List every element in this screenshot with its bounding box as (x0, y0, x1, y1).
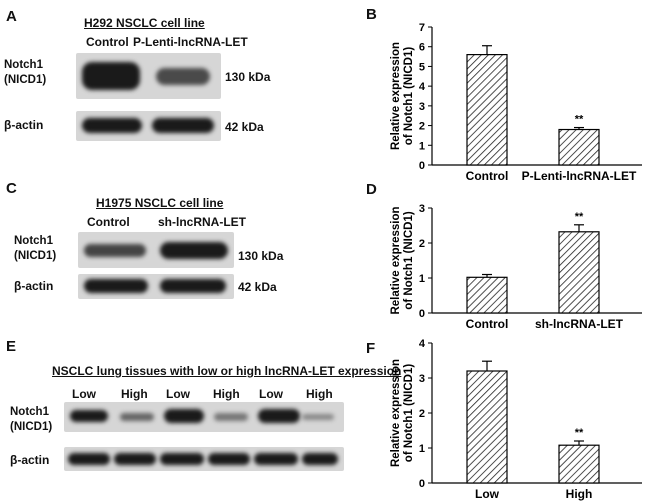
bar (558, 231, 600, 314)
size-label: 130 kDa (225, 70, 271, 84)
y-tick-label: 3 (419, 203, 425, 215)
western-blot-strip (78, 274, 234, 299)
protein-label: Notch1 (NICD1) (14, 235, 57, 262)
y-tick-label: 0 (419, 160, 425, 172)
western-blot-strip (64, 447, 344, 471)
blot-title-e: NSCLC lung tissues with low or high lncR… (52, 364, 402, 378)
protein-label: β-actin (4, 118, 44, 132)
lane-label: sh-lncRNA-LET (158, 215, 246, 229)
panel-letter-c: C (6, 180, 17, 197)
category-label: P-Lenti-lncRNA-LET (522, 169, 637, 183)
bar (466, 53, 508, 166)
y-tick-label: 1 (419, 140, 425, 152)
size-label: 42 kDa (225, 120, 264, 134)
western-blot-strip (76, 111, 221, 141)
y-tick-label: 4 (419, 81, 426, 93)
y-tick-label: 6 (419, 42, 425, 54)
y-tick-label: 3 (419, 101, 425, 113)
blot-title-a: H292 NSCLC cell line (84, 16, 205, 30)
significance-label: ** (575, 211, 584, 223)
y-axis-label: of Notch1 (NICD1) (403, 364, 415, 463)
category-label: sh-lncRNA-LET (535, 317, 624, 331)
protein-label: β-actin (10, 453, 50, 467)
size-label: 42 kDa (238, 280, 277, 294)
panel-letter-f: F (366, 340, 376, 357)
category-label: Control (466, 169, 509, 183)
panel-letter-d: D (366, 181, 377, 198)
bar (466, 276, 508, 314)
y-tick-label: 1 (419, 273, 425, 285)
protein-label: Notch1 (NICD1) (4, 59, 47, 86)
western-blot-strip (64, 402, 344, 432)
lane-label: Control (86, 35, 129, 49)
y-tick-label: 5 (419, 61, 425, 73)
protein-label: β-actin (14, 279, 54, 293)
size-label: 130 kDa (238, 249, 284, 263)
lane-label: Low (166, 387, 190, 401)
significance-label: ** (575, 114, 584, 126)
western-blot-strip (78, 232, 234, 268)
y-axis-label: Relative expression (390, 206, 402, 314)
y-tick-label: 2 (419, 238, 425, 250)
y-tick-label: 2 (419, 121, 425, 133)
lane-label: Control (87, 215, 130, 229)
y-tick-label: 2 (419, 408, 425, 420)
y-axis-label: of Notch1 (NICD1) (403, 211, 415, 310)
y-tick-label: 1 (419, 443, 425, 455)
y-tick-label: 4 (419, 338, 426, 350)
bar-chart-b: 0 1 2 3 4 5 6 7 Relative expression of Notch1 (NI… (390, 22, 642, 183)
panel-letter-e: E (6, 338, 17, 355)
y-tick-label: 0 (419, 308, 425, 320)
bar-chart-f: 0 1 2 3 4 Relative expression of Notch1 (NICD1… (390, 338, 642, 501)
lane-label: Low (259, 387, 283, 401)
bar (558, 128, 600, 166)
y-axis-label: Relative expression (390, 42, 402, 150)
lane-label: High (213, 387, 240, 401)
bar (466, 370, 508, 484)
lane-label: Low (72, 387, 96, 401)
y-tick-label: 3 (419, 373, 425, 385)
y-tick-label: 0 (419, 478, 425, 490)
category-label: Control (466, 317, 509, 331)
y-axis-label: of Notch1 (NICD1) (403, 47, 415, 146)
western-blot-strip (76, 53, 221, 99)
y-axis-label: Relative expression (390, 359, 402, 467)
y-tick-label: 7 (419, 22, 425, 34)
lane-label: P-Lenti-lncRNA-LET (133, 35, 248, 49)
blot-title-c: H1975 NSCLC cell line (96, 196, 224, 210)
bar-chart-d: 0 1 2 3 Relative expression of Notch1 (NICD1)… (390, 203, 642, 331)
bar (558, 444, 600, 484)
significance-label: ** (575, 427, 584, 439)
category-label: High (566, 487, 593, 501)
lane-label: High (121, 387, 148, 401)
lane-label: High (306, 387, 333, 401)
protein-label: Notch1 (NICD1) (10, 406, 53, 433)
panel-letter-a: A (6, 8, 17, 25)
category-label: Low (475, 487, 500, 501)
panel-letter-b: B (366, 6, 377, 23)
